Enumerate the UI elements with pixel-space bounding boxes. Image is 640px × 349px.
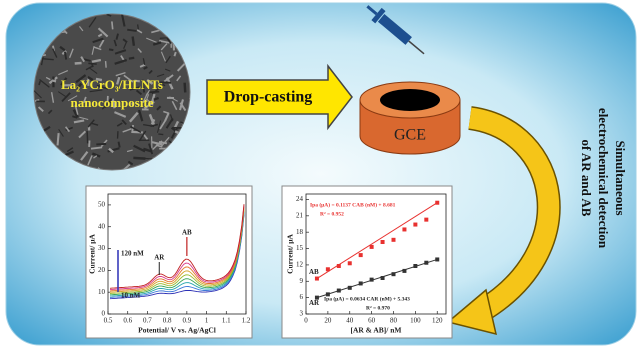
data-point bbox=[381, 240, 385, 244]
y-tick-label: 15 bbox=[296, 244, 304, 252]
plot-panel bbox=[86, 186, 252, 338]
x-tick-label: 0 bbox=[304, 317, 308, 325]
x-tick-label: 0.6 bbox=[123, 317, 132, 325]
y-axis-label: Current/ μA bbox=[286, 234, 295, 274]
data-point bbox=[359, 253, 363, 257]
x-tick-label: 0.8 bbox=[163, 317, 172, 325]
y-tick-label: 3 bbox=[300, 310, 304, 318]
data-point bbox=[348, 261, 352, 265]
sem-grain bbox=[39, 81, 40, 85]
x-axis-label: Potential/ V vs. Ag/AgCl bbox=[138, 326, 216, 335]
y-tick-label: 10 bbox=[98, 288, 106, 296]
equation: Ipa (μA) = 0.1137 CAB (nM) + 8.681 bbox=[310, 201, 396, 208]
y-tick-label: 6 bbox=[300, 293, 304, 301]
x-tick-label: 100 bbox=[410, 317, 421, 325]
sem-grain bbox=[109, 49, 113, 50]
data-point bbox=[359, 281, 363, 285]
sem-grain bbox=[75, 63, 82, 64]
sem-label: nanocomposite bbox=[70, 95, 153, 110]
sem-grain bbox=[96, 144, 106, 145]
x-tick-label: 120 bbox=[432, 317, 443, 325]
sem-grain bbox=[87, 131, 88, 143]
y-axis-label: Current/ μA bbox=[88, 234, 97, 274]
y-tick-label: 30 bbox=[98, 244, 106, 252]
sem-grain bbox=[119, 142, 120, 148]
data-point bbox=[348, 286, 352, 290]
sem-grain bbox=[129, 58, 134, 59]
sem-grain bbox=[52, 80, 56, 81]
arrow-label: Drop-casting bbox=[224, 89, 313, 106]
sem-grain bbox=[88, 63, 96, 64]
sem-label: La₂YCrO₃/HLNTs bbox=[61, 77, 163, 92]
x-tick-label: 1 bbox=[205, 317, 209, 325]
x-tick-label: 0.9 bbox=[182, 317, 191, 325]
y-tick-label: 40 bbox=[98, 222, 106, 230]
annotation: 120 nM bbox=[121, 250, 144, 258]
series-label: AR bbox=[309, 299, 320, 307]
series-label: AB bbox=[309, 268, 319, 276]
sem-grain bbox=[106, 61, 107, 68]
data-point bbox=[370, 245, 374, 249]
x-axis-label: [AR & AB]/ nM bbox=[350, 326, 401, 335]
y-tick-label: 24 bbox=[296, 195, 304, 203]
sem-grain bbox=[160, 38, 168, 39]
data-point bbox=[337, 289, 341, 293]
equation: Ipa (μA) = 0.0634 CAR (nM) + 5.343 bbox=[324, 295, 410, 302]
x-tick-label: 60 bbox=[368, 317, 376, 325]
x-tick-label: 0.7 bbox=[143, 317, 152, 325]
data-point bbox=[315, 277, 319, 281]
y-tick-label: 9 bbox=[300, 277, 304, 285]
y-tick-label: 21 bbox=[296, 211, 304, 219]
y-tick-label: 0 bbox=[102, 310, 106, 318]
x-tick-label: 1.2 bbox=[242, 317, 251, 325]
graphical-abstract: La₂YCrO₃/HLNTs nanocomposite Drop-castin… bbox=[0, 0, 640, 349]
data-point bbox=[337, 264, 341, 268]
sem-grain bbox=[174, 52, 175, 56]
y-tick-label: 18 bbox=[296, 228, 304, 236]
sem-grain bbox=[133, 37, 134, 46]
equation: R² = 0.952 bbox=[320, 211, 344, 217]
data-point bbox=[381, 276, 385, 280]
data-point bbox=[435, 257, 439, 261]
x-tick-label: 1.1 bbox=[222, 317, 231, 325]
detection-line: of AR and AB bbox=[579, 140, 594, 217]
x-tick-label: 80 bbox=[390, 317, 398, 325]
data-point bbox=[370, 278, 374, 282]
x-tick-label: 20 bbox=[324, 317, 332, 325]
data-point bbox=[424, 218, 428, 222]
data-point bbox=[435, 201, 439, 205]
x-tick-label: 40 bbox=[346, 317, 354, 325]
electrode-label: GCE bbox=[394, 127, 426, 144]
detection-line: Simultaneous bbox=[613, 140, 628, 215]
sem-grain bbox=[65, 52, 66, 60]
detection-line: electrochemical detection bbox=[596, 108, 611, 249]
sem-grain bbox=[112, 21, 113, 29]
annotation: 10 nM bbox=[121, 292, 141, 300]
electrode-disc bbox=[380, 89, 440, 111]
annotation: AR bbox=[154, 254, 165, 262]
y-tick-label: 50 bbox=[98, 201, 106, 209]
data-point bbox=[413, 264, 417, 268]
y-tick-label: 12 bbox=[296, 261, 304, 269]
data-point bbox=[392, 272, 396, 276]
data-point bbox=[402, 269, 406, 273]
data-point bbox=[326, 267, 330, 271]
sem-grain bbox=[58, 133, 59, 145]
data-point bbox=[402, 227, 406, 231]
equation: R² = 0.970 bbox=[366, 305, 390, 311]
sem-grain bbox=[158, 134, 163, 135]
data-point bbox=[424, 261, 428, 265]
x-tick-label: 0.5 bbox=[104, 317, 113, 325]
annotation: AB bbox=[182, 229, 192, 237]
sem-grain bbox=[138, 24, 139, 29]
y-tick-label: 20 bbox=[98, 266, 106, 274]
data-point bbox=[413, 223, 417, 227]
data-point bbox=[392, 238, 396, 242]
sem-grain bbox=[91, 147, 102, 148]
sem-grain bbox=[185, 83, 186, 93]
